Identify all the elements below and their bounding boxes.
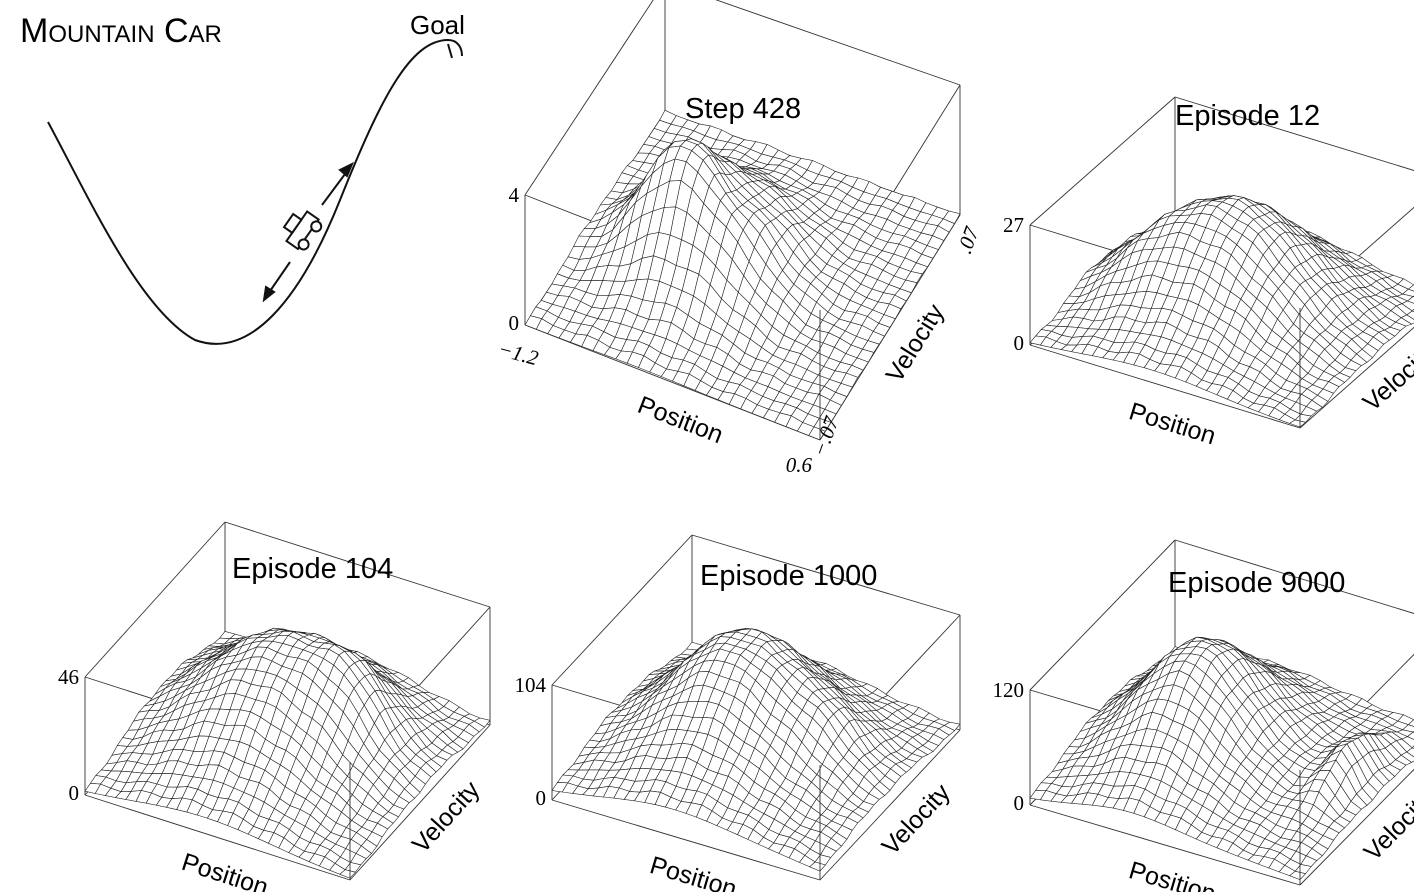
surface-plot: Episode 12270PositionVelocity	[1003, 97, 1414, 450]
z-max-label: 27	[1003, 213, 1024, 237]
x-axis-label: Position	[634, 391, 727, 449]
box-edge	[1030, 97, 1175, 225]
plot-title: Step 428	[685, 93, 801, 125]
surface-mesh	[1030, 637, 1414, 879]
plot-title: Episode 12	[1175, 100, 1320, 132]
x-axis-label: Position	[178, 848, 271, 892]
z-min-label: 0	[1014, 331, 1025, 355]
mountain-sketch	[48, 40, 462, 344]
plot-title: Episode 1000	[700, 560, 877, 592]
x-max-label: 0.6	[786, 453, 813, 477]
surface-plot: Episode 90001200PositionVelocity	[993, 540, 1414, 892]
x-axis-label: Position	[1126, 856, 1219, 892]
box-edge	[665, 0, 960, 85]
surface-plot: Episode 10001040PositionVelocity	[515, 535, 961, 892]
x-min-label: −1.2	[496, 337, 542, 371]
z-max-label: 46	[58, 665, 79, 689]
z-max-label: 104	[515, 673, 547, 697]
y-max-label: .07	[952, 222, 984, 256]
figure-title: Mountain Car	[20, 12, 222, 50]
plot-title: Episode 104	[232, 553, 393, 585]
z-min-label: 0	[1014, 791, 1025, 815]
surface-plot: Step 42840PositionVelocity−1.20.6−.07.07	[496, 0, 984, 477]
x-axis-label: Position	[1126, 397, 1219, 450]
x-axis-label: Position	[647, 851, 740, 892]
plot-title: Episode 9000	[1168, 567, 1345, 599]
surface-mesh	[525, 110, 960, 440]
z-max-label: 4	[509, 183, 520, 207]
z-min-label: 0	[536, 786, 547, 810]
z-max-label: 120	[993, 678, 1025, 702]
surface-mesh	[1030, 196, 1414, 427]
z-min-label: 0	[509, 311, 520, 335]
surface-plot: Episode 104460PositionVelocity	[58, 522, 490, 892]
z-min-label: 0	[69, 781, 80, 805]
figure: Mountain Car Goal Step 42840PositionVelo…	[0, 0, 1414, 892]
goal-label: Goal	[410, 10, 465, 40]
